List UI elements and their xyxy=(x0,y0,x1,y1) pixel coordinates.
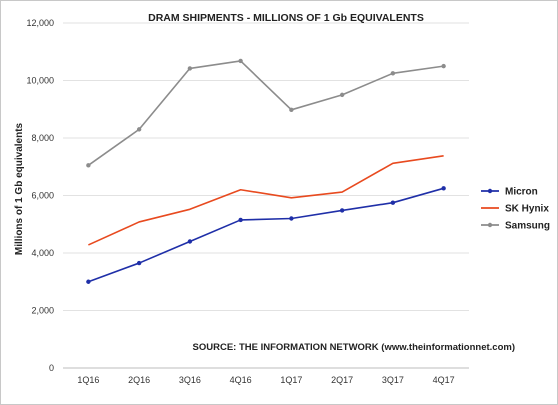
x-tick-label: 3Q16 xyxy=(179,375,201,385)
y-tick-label: 10,000 xyxy=(26,76,54,86)
x-tick-label: 1Q17 xyxy=(280,375,302,385)
y-tick-label: 0 xyxy=(49,363,54,373)
data-point-micron xyxy=(187,239,193,244)
data-point-samsung xyxy=(187,66,193,71)
data-point-micron xyxy=(390,200,396,205)
series-sk-hynix xyxy=(88,155,444,246)
y-tick-label: 8,000 xyxy=(31,133,54,143)
y-tick-label: 6,000 xyxy=(31,191,54,201)
legend-label-sk-hynix: SK Hynix xyxy=(505,204,549,215)
x-tick-label: 4Q17 xyxy=(433,375,455,385)
source-annotation: SOURCE: THE INFORMATION NETWORK (www.the… xyxy=(193,342,515,353)
data-point-micron xyxy=(136,260,142,266)
data-point-samsung xyxy=(289,107,294,113)
y-axis-label: Millions of 1 Gb equivalents xyxy=(14,122,25,255)
data-point-samsung xyxy=(86,163,91,168)
series-line-micron xyxy=(88,187,444,283)
data-point-micron xyxy=(86,279,91,284)
series-line-samsung xyxy=(87,60,444,166)
x-tick-label: 1Q16 xyxy=(77,375,99,385)
x-tick-label: 3Q17 xyxy=(382,375,404,385)
data-point-micron xyxy=(441,186,446,191)
data-point-micron xyxy=(339,208,345,213)
y-axis-ticks: 0 2,000 4,000 6,000 8,000 10,000 12,000 xyxy=(26,18,54,373)
series-samsung xyxy=(86,58,446,168)
legend-item-sk-hynix: SK Hynix xyxy=(481,204,549,215)
x-tick-label: 4Q16 xyxy=(230,375,252,385)
chart-title: DRAM SHIPMENTS - MILLIONS OF 1 Gb EQUIVA… xyxy=(148,12,424,24)
y-tick-label: 12,000 xyxy=(26,18,54,28)
series-line-sk-hynix xyxy=(88,155,444,246)
data-point-micron xyxy=(289,216,294,221)
x-axis-ticks: 1Q16 2Q16 3Q16 4Q16 1Q17 2Q17 3Q17 4Q17 xyxy=(77,375,454,385)
series-micron xyxy=(86,186,446,284)
data-point-samsung xyxy=(238,58,243,64)
data-point-micron xyxy=(238,217,243,223)
data-point-samsung xyxy=(136,127,142,132)
data-point-samsung xyxy=(339,92,345,98)
legend-label-samsung: Samsung xyxy=(505,221,550,232)
data-point-samsung xyxy=(390,71,396,76)
legend-item-micron: Micron xyxy=(481,187,538,198)
legend-label-micron: Micron xyxy=(505,187,538,198)
y-tick-label: 2,000 xyxy=(31,306,54,316)
x-tick-label: 2Q16 xyxy=(128,375,150,385)
legend-marker-samsung xyxy=(487,222,493,228)
legend-marker-micron xyxy=(487,188,493,194)
y-tick-label: 4,000 xyxy=(31,248,54,258)
data-point-samsung xyxy=(441,63,446,69)
gridlines xyxy=(63,22,469,369)
x-tick-label: 2Q17 xyxy=(331,375,353,385)
legend-item-samsung: Samsung xyxy=(481,221,550,232)
series-lines xyxy=(86,58,446,284)
legend: Micron SK Hynix Samsung xyxy=(481,187,550,232)
